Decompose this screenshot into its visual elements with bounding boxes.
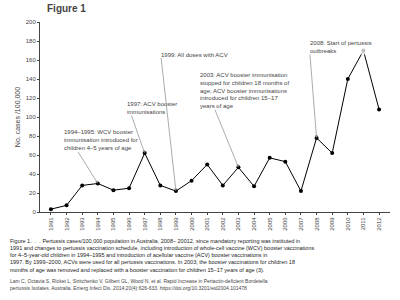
svg-text:Figure 1. . . Pertussis case: Figure 1. . . Pertussis cases/100,000 po… xyxy=(10,238,314,273)
svg-text:1999: All doses with ACV: 1999: All doses with ACV xyxy=(161,52,228,58)
svg-text:1996: 1996 xyxy=(126,217,132,231)
svg-text:40: 40 xyxy=(29,171,36,177)
svg-text:2005: 2005 xyxy=(267,217,273,231)
svg-text:1991: 1991 xyxy=(48,217,54,231)
svg-text:2010: 2010 xyxy=(345,217,351,231)
svg-text:2008: Start of pertussisoutbre: 2008: Start of pertussisoutbreaks xyxy=(310,40,372,54)
svg-text:1993: 1993 xyxy=(79,217,85,231)
svg-text:2001: 2001 xyxy=(204,217,210,231)
svg-text:1999: 1999 xyxy=(173,217,179,231)
svg-text:2006: 2006 xyxy=(282,217,288,231)
svg-text:1995: 1995 xyxy=(110,217,116,231)
svg-text:Figure 1: Figure 1 xyxy=(47,3,86,14)
svg-text:Lam C, Octavia S, Ricket L, St: Lam C, Octavia S, Ricket L, Stritchenko … xyxy=(10,278,268,291)
svg-text:1997: 1997 xyxy=(142,217,148,231)
svg-text:2004: 2004 xyxy=(251,217,257,231)
svg-text:180: 180 xyxy=(26,38,37,44)
svg-text:0: 0 xyxy=(32,209,36,215)
svg-text:20: 20 xyxy=(29,190,36,196)
svg-text:2007: 2007 xyxy=(298,217,304,231)
svg-text:2011: 2011 xyxy=(360,217,366,231)
svg-text:1992: 1992 xyxy=(64,217,70,231)
svg-text:160: 160 xyxy=(26,57,37,63)
svg-text:2003: ACV booster immunisation: 2003: ACV booster immunisationstopped fo… xyxy=(200,72,289,109)
svg-text:60: 60 xyxy=(29,152,36,158)
svg-text:1997: ACV boosterimmunisations: 1997: ACV boosterimmunisations xyxy=(127,101,177,115)
svg-text:120: 120 xyxy=(26,95,37,101)
svg-text:1994: 1994 xyxy=(95,217,101,231)
svg-text:2008: 2008 xyxy=(314,217,320,231)
svg-text:1994–1995: WCV boosterimmunisa: 1994–1995: WCV boosterimmunisation intro… xyxy=(64,129,138,151)
svg-text:1998: 1998 xyxy=(157,217,163,231)
svg-text:2003: 2003 xyxy=(235,217,241,231)
svg-text:2012: 2012 xyxy=(376,217,382,231)
svg-text:2002: 2002 xyxy=(220,217,226,231)
svg-text:100: 100 xyxy=(26,114,37,120)
svg-text:140: 140 xyxy=(26,76,37,82)
svg-text:80: 80 xyxy=(29,133,36,139)
svg-text:No. cases /100,000: No. cases /100,000 xyxy=(14,87,21,147)
svg-text:2000: 2000 xyxy=(189,217,195,231)
svg-text:200: 200 xyxy=(26,19,37,25)
svg-text:2009: 2009 xyxy=(329,217,335,231)
